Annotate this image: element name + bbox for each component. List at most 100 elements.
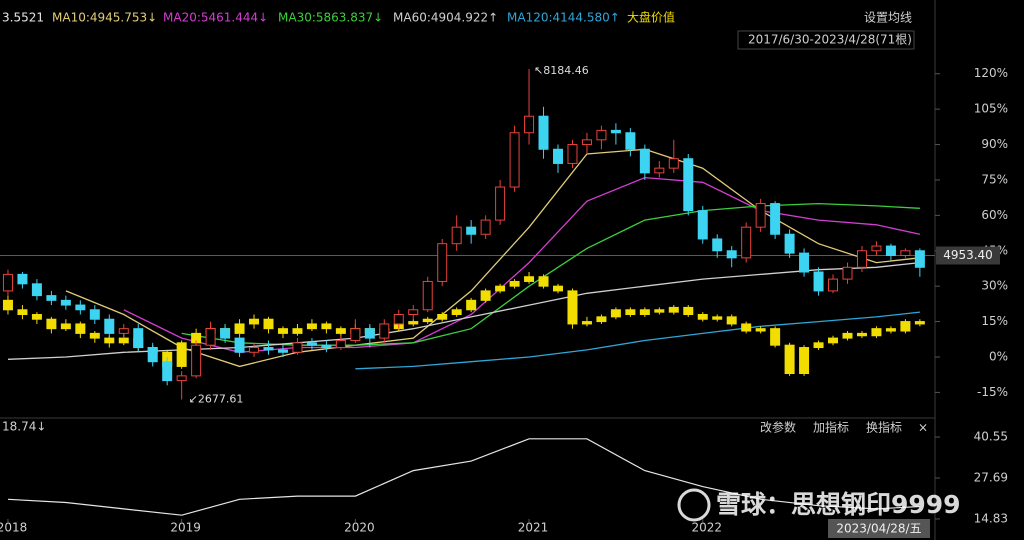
candle-body <box>813 271 824 292</box>
indicator-line <box>7 438 920 516</box>
x-tick-label: 2020 <box>344 521 375 535</box>
candle-body <box>524 115 535 134</box>
button[interactable]: 改参数 <box>760 420 796 435</box>
candle-body <box>17 273 28 285</box>
candle-body <box>842 332 853 339</box>
candle-body <box>480 290 491 301</box>
candle-body <box>263 318 274 330</box>
candle-body <box>451 226 462 245</box>
legend-entry: 大盘价值 <box>627 10 675 25</box>
high-label: ↖8184.46 <box>534 64 589 77</box>
candle-body <box>89 332 100 339</box>
candle-body <box>668 306 679 313</box>
candle-body <box>726 250 737 259</box>
candle-body <box>17 309 28 316</box>
candle-body <box>610 129 621 134</box>
candle-body <box>104 337 115 344</box>
candle-body <box>220 328 231 339</box>
candle-body <box>75 323 86 334</box>
candle-body <box>495 285 506 292</box>
crosshair-label: 4953.40 <box>943 248 993 262</box>
candle-body <box>712 238 723 252</box>
y-tick-label: -15% <box>977 385 1008 399</box>
candle-body <box>205 328 216 346</box>
candle-body <box>755 328 766 332</box>
candle-body <box>900 321 911 332</box>
candle-body <box>567 144 578 164</box>
candle-body <box>408 309 419 316</box>
candle-body <box>567 290 578 325</box>
x-tick-label: 2021 <box>518 521 549 535</box>
button[interactable]: 加指标 <box>813 420 849 435</box>
candle-body <box>176 375 187 382</box>
candle-body <box>784 233 795 254</box>
candle-body <box>176 342 187 367</box>
y-tick-label: 105% <box>974 102 1008 116</box>
candle-body <box>263 347 274 351</box>
date-label: 2023/04/28/五 <box>836 522 921 536</box>
y-tick-label: 15% <box>981 314 1008 328</box>
header-prefix: 3.5521 <box>2 11 44 25</box>
indicator-tick-label: 14.83 <box>974 511 1008 525</box>
y-tick-label: 30% <box>981 279 1008 293</box>
candle-body <box>885 328 896 332</box>
date-box <box>828 519 930 538</box>
candle-body <box>162 361 173 382</box>
y-tick-label: 90% <box>981 137 1008 151</box>
y-tick-label: 60% <box>981 208 1008 222</box>
candle-body <box>437 314 448 320</box>
candle-body <box>249 347 260 353</box>
candle-body <box>191 344 202 377</box>
x-tick-label: 2022 <box>691 521 722 535</box>
candle-body <box>466 226 477 235</box>
crosshair-box <box>936 246 1000 265</box>
candle-body <box>408 321 419 325</box>
close-button[interactable]: × <box>918 421 928 435</box>
candle-body <box>277 349 288 353</box>
candle-body <box>31 314 42 320</box>
candle-body <box>104 318 115 334</box>
candle-body <box>89 309 100 320</box>
candle-body <box>683 306 694 316</box>
candle-body <box>842 266 853 280</box>
candle-body <box>393 314 404 325</box>
candle-body <box>46 295 57 301</box>
candle-body <box>234 323 245 334</box>
candle-body <box>509 280 520 287</box>
legend-entry: MA120:4144.580↑ <box>507 11 620 25</box>
legend-entry: MA10:4945.753↓ <box>52 11 157 25</box>
candle-body <box>828 337 839 344</box>
candle-body <box>755 203 766 228</box>
candle-body <box>234 337 245 353</box>
candle-body <box>741 226 752 259</box>
watermark-logo <box>677 488 711 522</box>
candle-body <box>306 323 317 330</box>
candle-body <box>249 318 260 325</box>
watermark: 雪球：思想钢印9999 <box>716 490 961 519</box>
candle-body <box>625 309 636 316</box>
candle-body <box>118 337 129 344</box>
candle-body <box>553 285 563 292</box>
candle-body <box>335 328 346 334</box>
candle-body <box>770 328 781 346</box>
ma-line <box>181 202 920 346</box>
candle-body <box>799 347 810 375</box>
candle-body <box>306 342 317 346</box>
candle-body <box>625 132 636 150</box>
candle-body <box>639 148 650 174</box>
candle-body <box>726 316 737 325</box>
button[interactable]: 换指标 <box>866 420 902 435</box>
candle-body <box>524 276 535 282</box>
candle-body <box>799 252 810 273</box>
candle-body <box>321 323 332 330</box>
range-label: 2017/6/30-2023/4/28(71根) <box>748 33 912 47</box>
candle-body <box>335 339 346 349</box>
candle-body <box>596 316 607 323</box>
settings-button[interactable]: 设置均线 <box>864 11 912 25</box>
candle-body <box>654 167 665 174</box>
candle-body <box>437 243 448 282</box>
candle-body <box>914 250 925 268</box>
candle-body <box>914 321 925 325</box>
candle-body <box>46 318 57 330</box>
candle-body <box>31 283 42 297</box>
